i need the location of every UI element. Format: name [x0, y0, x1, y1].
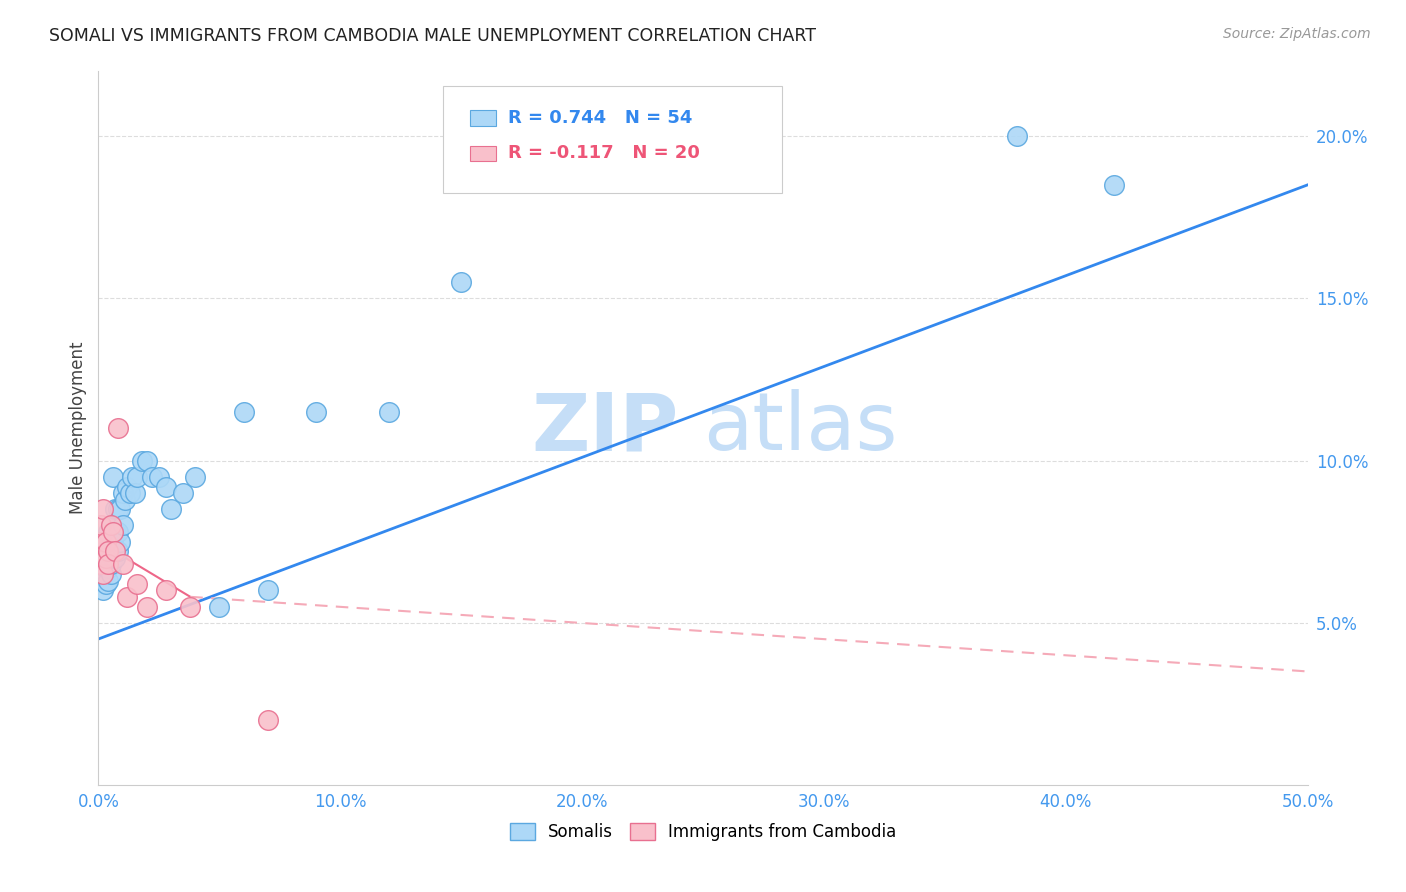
Point [97, 560, 120, 574]
Point [148, 470, 170, 484]
Point [90, 518, 112, 533]
Point [179, 599, 201, 614]
Point [101, 534, 124, 549]
Point [160, 502, 183, 516]
Point [108, 534, 131, 549]
Point [94, 534, 117, 549]
Point [155, 583, 177, 598]
Point [1102, 178, 1125, 192]
Point [91, 567, 114, 582]
Point [111, 518, 134, 533]
Point [97, 574, 120, 588]
Point [97, 544, 120, 558]
Text: ZIP: ZIP [531, 389, 679, 467]
FancyBboxPatch shape [443, 86, 782, 193]
Point [108, 502, 131, 516]
Point [111, 486, 134, 500]
Point [111, 558, 134, 572]
Point [107, 421, 129, 435]
Point [104, 550, 127, 565]
Point [155, 479, 177, 493]
Point [131, 453, 153, 467]
Text: atlas: atlas [703, 389, 897, 467]
Point [97, 524, 120, 539]
Point [104, 524, 127, 539]
Point [107, 544, 129, 558]
Point [135, 599, 157, 614]
Point [91, 567, 114, 582]
Point [114, 492, 136, 507]
Point [127, 470, 149, 484]
Point [256, 713, 278, 727]
Point [94, 534, 117, 549]
Point [100, 567, 122, 582]
Point [90, 567, 112, 582]
Text: R = 0.744   N = 54: R = 0.744 N = 54 [509, 109, 693, 127]
Point [101, 524, 124, 539]
Text: Source: ZipAtlas.com: Source: ZipAtlas.com [1223, 27, 1371, 41]
Point [90, 558, 112, 572]
Point [172, 486, 194, 500]
Point [100, 558, 122, 572]
Point [141, 470, 163, 484]
Point [101, 470, 124, 484]
Point [107, 502, 129, 516]
Point [100, 541, 122, 556]
Point [450, 275, 472, 289]
Point [117, 479, 139, 493]
Point [1007, 129, 1029, 144]
Point [94, 550, 117, 565]
Point [101, 550, 124, 565]
Point [184, 470, 207, 484]
Point [90, 534, 112, 549]
Point [90, 534, 112, 549]
Point [121, 470, 143, 484]
Text: R = -0.117   N = 20: R = -0.117 N = 20 [509, 145, 700, 162]
Legend: Somalis, Immigrants from Cambodia: Somalis, Immigrants from Cambodia [503, 816, 903, 848]
Text: SOMALI VS IMMIGRANTS FROM CAMBODIA MALE UNEMPLOYMENT CORRELATION CHART: SOMALI VS IMMIGRANTS FROM CAMBODIA MALE … [49, 27, 817, 45]
Point [208, 599, 231, 614]
Point [135, 453, 157, 467]
Point [91, 544, 114, 558]
Point [91, 558, 114, 572]
Point [94, 560, 117, 574]
Point [124, 486, 146, 500]
Point [104, 502, 127, 516]
Point [100, 518, 122, 533]
FancyBboxPatch shape [470, 110, 496, 126]
Point [104, 544, 127, 558]
Point [256, 583, 278, 598]
Point [127, 577, 149, 591]
Point [97, 544, 120, 558]
Point [91, 583, 114, 598]
Point [97, 558, 120, 572]
Point [94, 550, 117, 565]
Point [232, 405, 254, 419]
Y-axis label: Male Unemployment: Male Unemployment [69, 342, 87, 515]
Point [305, 405, 328, 419]
Point [100, 518, 122, 533]
Point [107, 524, 129, 539]
FancyBboxPatch shape [470, 145, 496, 161]
Point [90, 550, 112, 565]
Point [118, 486, 141, 500]
Point [117, 590, 139, 604]
Point [94, 577, 117, 591]
Point [377, 405, 399, 419]
Point [91, 502, 114, 516]
